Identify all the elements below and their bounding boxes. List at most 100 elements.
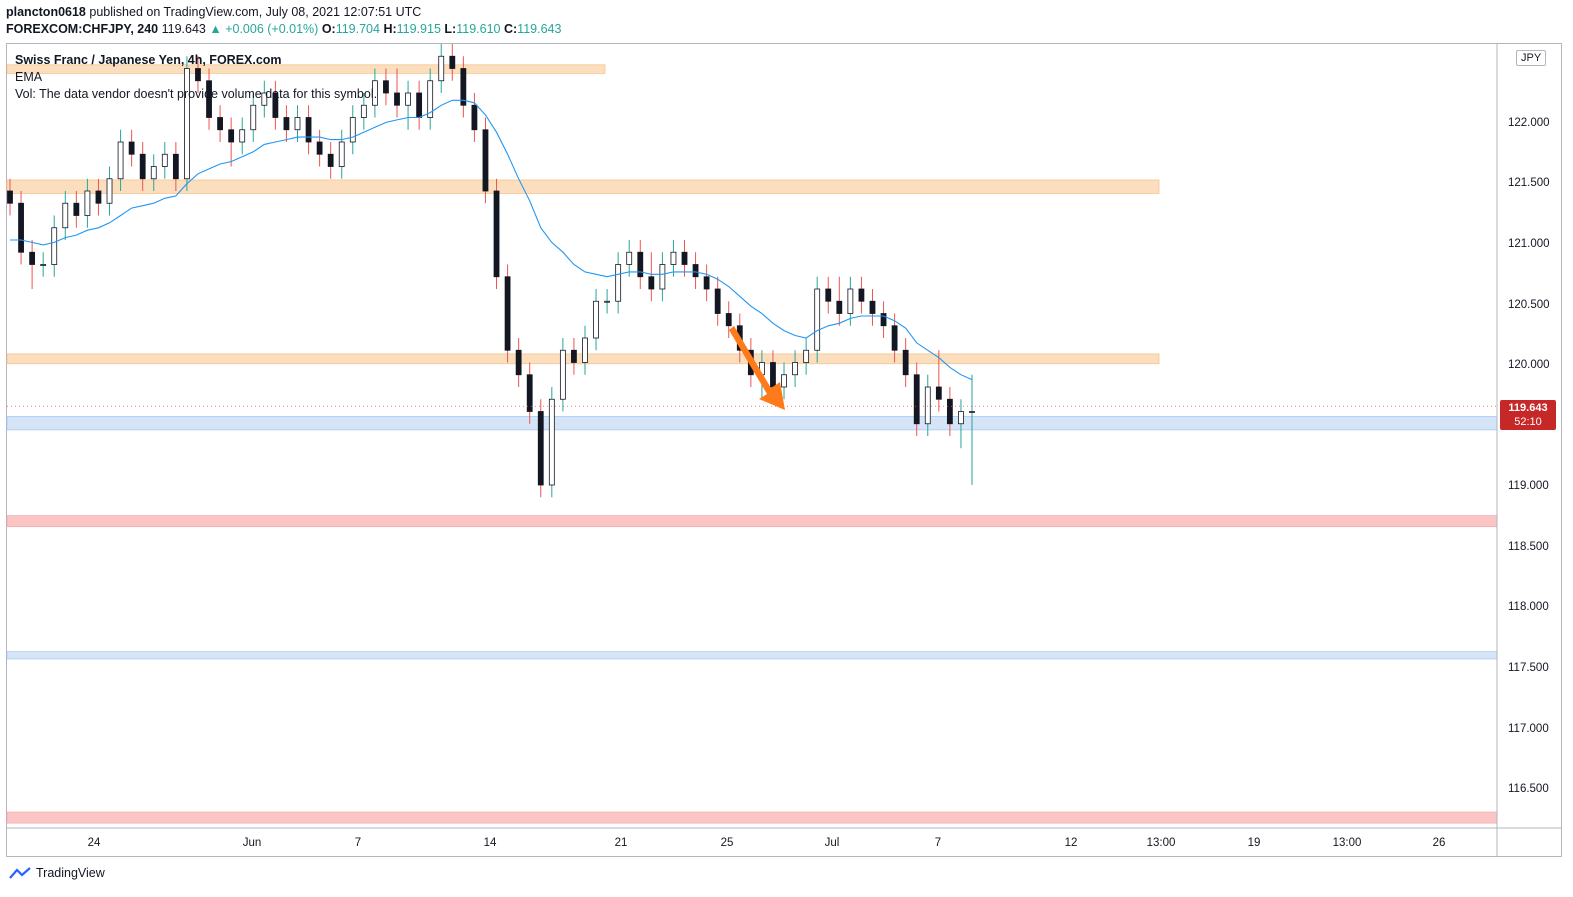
- chart-pane[interactable]: [6, 43, 1562, 857]
- y-tick-label: 122.000: [1508, 117, 1550, 129]
- y-tick-label: 121.500: [1508, 177, 1550, 189]
- y-tick-label: 120.000: [1508, 359, 1550, 371]
- x-tick-label: 7: [355, 837, 361, 849]
- candle-body: [438, 55, 445, 82]
- open-label: O:: [321, 22, 336, 36]
- candle-body: [626, 251, 633, 265]
- author-name[interactable]: plancton0618: [6, 5, 86, 19]
- candle-body: [571, 349, 577, 363]
- candle-body: [537, 411, 544, 486]
- candle-body: [117, 141, 124, 180]
- candle-body: [195, 68, 201, 82]
- candle-body: [891, 325, 898, 351]
- candle-body: [40, 264, 47, 266]
- candle-body: [405, 92, 411, 106]
- candle-body: [217, 117, 223, 131]
- y-tick-label: 120.500: [1508, 299, 1550, 311]
- candle-body: [958, 411, 964, 425]
- footer-brand[interactable]: TradingView: [36, 866, 105, 880]
- x-tick-label: 19: [1248, 837, 1261, 849]
- candle-body: [18, 202, 24, 253]
- y-tick-label: 119.000: [1508, 480, 1549, 492]
- symbol-label: FOREXCOM:CHFJPY, 240: [6, 22, 159, 36]
- legend-title[interactable]: Swiss Franc / Japanese Yen, 4h, FOREX.co…: [15, 53, 282, 67]
- x-tick-label: 13:00: [1333, 837, 1362, 849]
- close-label: C:: [503, 22, 518, 36]
- candle-body: [394, 92, 400, 106]
- candle-body: [604, 300, 611, 303]
- y-tick-label: 117.000: [1508, 723, 1549, 735]
- ema-line: [10, 99, 973, 381]
- ohlc-header: FOREXCOM:CHFJPY, 240 119.643 ▲ +0.006 (+…: [6, 22, 561, 36]
- tradingview-logo-icon: [9, 867, 31, 879]
- candle-body: [29, 251, 36, 265]
- close-value: 119.643: [517, 22, 562, 36]
- candle-body: [869, 300, 876, 314]
- candle-body: [924, 386, 931, 425]
- high-value: 119.915: [396, 22, 441, 36]
- x-tick-label: 12: [1065, 837, 1078, 849]
- currency-button[interactable]: JPY: [1516, 50, 1547, 66]
- price-tag: 119.643 52:10: [1500, 400, 1556, 430]
- publish-info: plancton0618 published on TradingView.co…: [6, 5, 421, 19]
- candle-body: [305, 117, 312, 143]
- candle-body: [526, 374, 533, 412]
- last-price: 119.643: [161, 22, 206, 36]
- candle-body: [150, 166, 157, 180]
- candle-body: [648, 276, 655, 290]
- candle-body: [548, 398, 555, 486]
- candle-body: [272, 92, 279, 118]
- y-tick-label: 116.500: [1508, 783, 1549, 795]
- candle-body: [913, 374, 920, 425]
- candle-body: [725, 313, 732, 327]
- zone-orange-1: [6, 179, 1160, 194]
- candle-body: [692, 264, 699, 278]
- candle-body: [615, 264, 622, 302]
- zone-orange-0: [6, 64, 606, 74]
- candle-body: [427, 80, 434, 118]
- candle-body: [902, 349, 909, 376]
- candle-body: [51, 227, 58, 265]
- candle-body: [172, 153, 179, 180]
- price-tag-countdown: 52:10: [1514, 416, 1542, 428]
- candle-body: [73, 202, 80, 216]
- legend-volume[interactable]: Vol: The data vendor doesn't provide vol…: [15, 87, 378, 101]
- x-tick-label: 25: [721, 837, 734, 849]
- candle-body: [836, 300, 843, 314]
- high-label: H:: [383, 22, 397, 36]
- price-tag-price: 119.643: [1508, 402, 1548, 414]
- legend-ema[interactable]: EMA: [15, 70, 43, 84]
- x-tick-label: 14: [484, 837, 497, 849]
- candle-body: [847, 288, 854, 314]
- x-tick-label: 13:00: [1147, 837, 1176, 849]
- chart-legend: Swiss Franc / Japanese Yen, 4h, FOREX.co…: [15, 52, 377, 103]
- candle-body: [128, 141, 135, 155]
- candle-body: [106, 178, 113, 204]
- x-tick-label: 7: [935, 837, 941, 849]
- candle-body: [371, 80, 378, 106]
- candle-body: [95, 190, 102, 204]
- candle-body: [184, 68, 190, 180]
- low-label: L:: [444, 22, 457, 36]
- candle-body: [383, 80, 389, 94]
- y-tick-label: 121.000: [1508, 238, 1550, 250]
- zone-red-6: [6, 811, 1498, 824]
- candle-body: [825, 288, 832, 302]
- candle-body: [770, 362, 776, 388]
- candle-body: [338, 141, 345, 167]
- candle-body: [449, 55, 456, 69]
- candle-body: [792, 362, 798, 376]
- candle-body: [969, 411, 975, 413]
- candle-body: [504, 276, 511, 351]
- x-tick-label: 24: [88, 837, 101, 849]
- footer: TradingView: [8, 866, 105, 880]
- candle-body: [62, 202, 69, 229]
- candle-body: [714, 288, 721, 314]
- candle-body: [239, 129, 246, 143]
- candle-body: [593, 300, 599, 339]
- candle-body: [261, 92, 268, 106]
- candle-body: [84, 190, 91, 216]
- low-value: 119.610: [456, 22, 501, 36]
- candle-body: [327, 153, 334, 167]
